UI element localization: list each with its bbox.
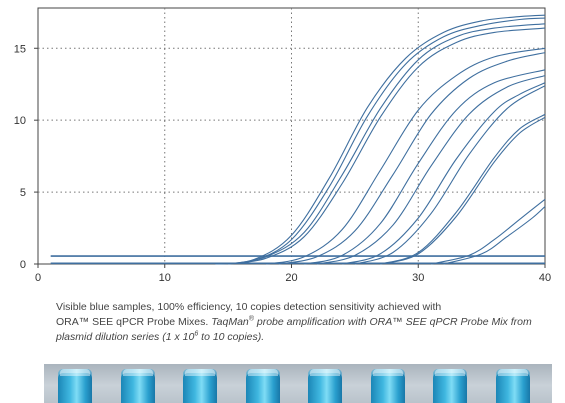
- caption-line-3: plasmid dilution series (1 x 106 to 10 c…: [56, 330, 556, 345]
- amplification-chart: 0 10 20 30 40 0 5 10 15: [14, 7, 551, 284]
- amplification-curve: [354, 85, 546, 265]
- chart-svg: 0 10 20 30 40 0 5 10 15: [14, 7, 551, 284]
- sample-tube: [58, 369, 92, 403]
- sample-tube: [245, 369, 280, 403]
- amplification-curve: [443, 206, 546, 265]
- y-tick-label: 5: [20, 187, 26, 199]
- sample-tube: [370, 369, 405, 403]
- caption-exponent: 6: [194, 330, 199, 338]
- x-tick-label: 20: [285, 272, 297, 284]
- caption-line-3-b: to 10 copies).: [198, 331, 265, 343]
- amplification-curve: [430, 198, 546, 265]
- sample-tube: [120, 369, 155, 403]
- plot-frame: [37, 7, 546, 265]
- y-tick-label: 0: [20, 259, 26, 271]
- x-tick-label: 40: [539, 272, 551, 284]
- caption-line-2-rest: probe amplification with ORA™ SEE qPCR P…: [253, 316, 532, 328]
- sample-tube: [183, 369, 217, 403]
- amplification-curve: [215, 17, 546, 265]
- caption-line-2-plain: ORA™ SEE qPCR Probe Mixes.: [56, 316, 212, 328]
- amplification-curve: [278, 52, 546, 265]
- caption-taqman: TaqMan: [211, 316, 249, 328]
- caption-line-2: ORA™ SEE qPCR Probe Mixes. TaqMan® probe…: [56, 315, 556, 330]
- sample-tube: [308, 369, 342, 403]
- caption-line-3-a: plasmid dilution series (1 x 10: [56, 331, 195, 343]
- sample-tube: [495, 369, 530, 403]
- amplification-curve: [215, 14, 546, 265]
- amplification-curve: [227, 23, 546, 265]
- amplification-curve: [228, 27, 546, 265]
- sample-tube: [433, 369, 467, 403]
- amplification-curve: [316, 75, 546, 265]
- sample-tubes-photo: [44, 364, 552, 403]
- x-tick-label: 10: [159, 272, 171, 284]
- amplification-curve: [380, 116, 546, 265]
- x-tick-label: 0: [35, 272, 41, 284]
- x-tick-label: 30: [412, 272, 424, 284]
- amplification-curve: [380, 113, 546, 265]
- caption-line-1: Visible blue samples, 100% efficiency, 1…: [56, 301, 442, 313]
- amplification-curve: [265, 47, 546, 265]
- amplification-curve: [342, 82, 546, 265]
- figure-caption: Visible blue samples, 100% efficiency, 1…: [56, 300, 556, 345]
- y-tick-label: 10: [14, 115, 26, 127]
- amplification-curve: [304, 69, 546, 265]
- caption-registered-mark: ®: [248, 315, 254, 323]
- y-tick-label: 15: [14, 43, 26, 55]
